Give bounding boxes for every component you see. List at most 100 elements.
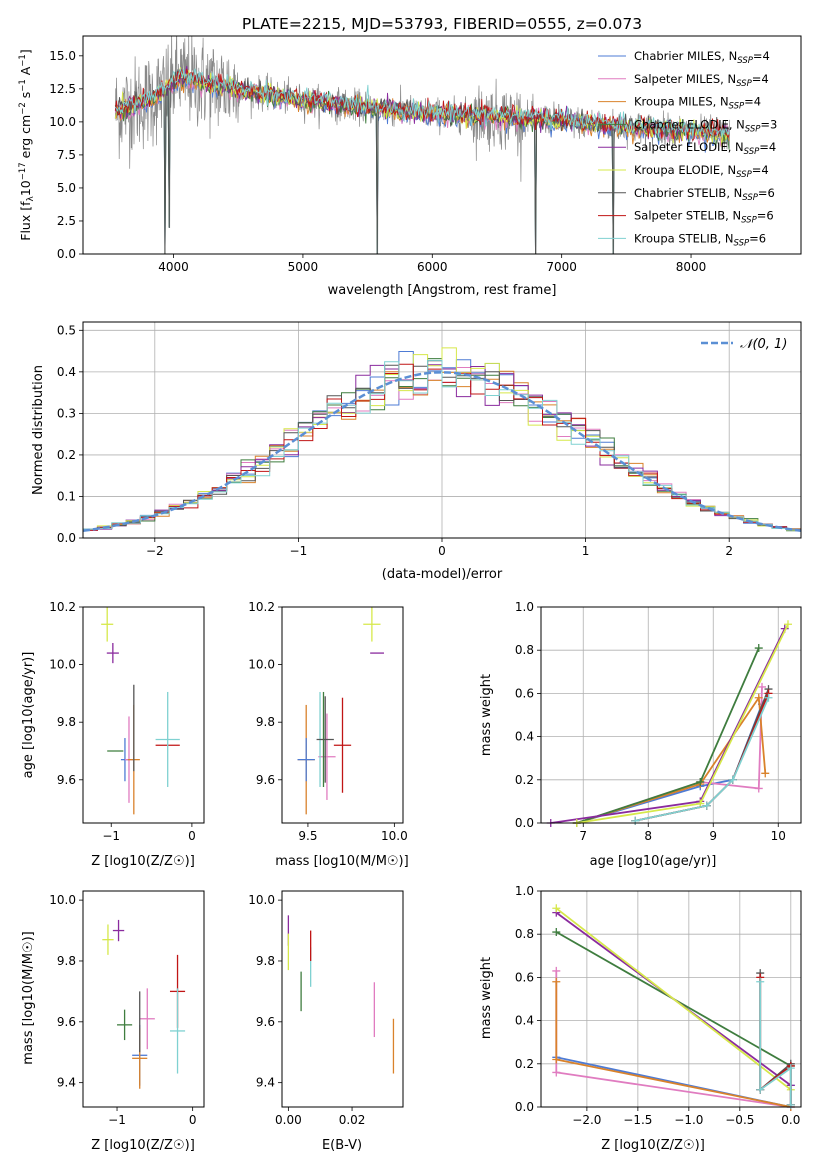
x-tick-label: 10 [771,829,786,843]
y-tick-label: 0.0 [57,531,76,545]
p3-ylabel: age [log10(age/yr)] [21,652,36,779]
series-marker [754,644,763,653]
series-marker [784,620,792,629]
y-tick-label: 0.3 [57,406,76,420]
series-marker [552,904,561,913]
y-tick-label: 12.5 [49,82,76,96]
y-tick-label: 5.0 [57,181,76,195]
y-tick-label: 10.2 [49,600,76,614]
legend-entry: Kroupa STELIB, NSSP=6 [634,231,766,248]
spectrum-xlabel: wavelength [Angstrom, rest frame] [328,283,557,298]
x-tick-label: −1 [108,1113,126,1127]
age-vs-mass-panel: 9.5 10.0 9.6 9.8 10.0 10.2 [248,600,407,843]
p6-ylabel: mass [log10(M/M☉)] [21,931,36,1064]
x-tick-label: −1 [102,829,120,843]
x-tick-label: 7 [579,829,587,843]
p8-ylabel: mass weight [479,957,494,1039]
series-marker [786,1064,795,1073]
y-tick-label: 0.4 [515,1014,534,1028]
x-tick-label: 0.00 [275,1113,302,1127]
x-tick-label: 8000 [676,260,707,274]
axes-frame [82,606,205,824]
p4-xlabel: mass [log10(M/M☉)] [275,854,408,869]
y-tick-label: 0.5 [57,323,76,337]
legend-entry: Chabrier ELODIE, NSSP=3 [634,117,777,134]
x-tick-label: 0 [189,1113,197,1127]
gaussian-curve [83,371,801,532]
y-tick-label: 9.8 [57,715,76,729]
series-marker [756,1085,765,1094]
y-tick-label: 9.6 [256,1015,275,1029]
residual-panel: −2 −1 0 1 2 0.0 0.1 0.2 0.3 0.4 0.5 (data-model)/e… [31,321,802,582]
y-tick-label: 0.4 [57,365,76,379]
x-tick-label: 5000 [288,260,319,274]
y-tick-label: 7.5 [57,148,76,162]
y-tick-label: 0.0 [515,1100,534,1114]
axes-frame [540,606,802,824]
y-tick-label: 9.6 [57,1015,76,1029]
y-tick-label: 0.2 [57,448,76,462]
series-line [555,907,792,1091]
series-line [555,970,791,1107]
y-tick-label: 9.8 [57,954,76,968]
histogram-step [83,359,801,531]
y-tick-label: 9.6 [57,773,76,787]
y-tick-label: 0.2 [515,1057,534,1071]
legend-entry: Salpeter MILES, NSSP=4 [634,72,769,89]
mass-weight-vs-z-panel: −2.0 −1.5 −1.0 −0.5 0.0 0.0 0.2 0.4 0.6 0.8 1.0 [515,884,802,1127]
series-marker [761,769,770,778]
x-tick-label: 1 [582,544,590,558]
series-marker [631,816,640,825]
p8-xlabel: Z [log10(Z/Z☉)] [601,1138,705,1153]
y-tick-label: 0.8 [515,927,534,941]
x-tick-label: −1.0 [674,1113,703,1127]
spectrum-frame [82,35,802,255]
mass-weight-vs-age-panel: 7 8 9 10 0.0 0.2 0.4 0.6 0.8 1.0 [515,600,802,843]
residual-frame [82,321,802,539]
series-line [759,981,792,1105]
x-tick-label: 0.02 [339,1113,366,1127]
x-tick-label: −0.5 [725,1113,754,1127]
x-tick-label: −2.0 [572,1113,601,1127]
x-tick-label: 2 [725,544,733,558]
legend-entry: Kroupa ELODIE, NSSP=4 [634,163,769,180]
x-tick-label: 4000 [158,260,189,274]
y-tick-label: 9.4 [256,1076,275,1090]
y-tick-label: 9.6 [256,773,275,787]
y-tick-label: 10.0 [248,658,275,672]
series-line [576,686,763,823]
residual-xlabel: (data-model)/error [382,567,503,582]
y-tick-label: 0.1 [57,489,76,503]
x-tick-label: −1.5 [623,1113,652,1127]
y-tick-label: 1.0 [515,600,534,614]
x-tick-label: 9.5 [298,829,317,843]
axes-frame [281,890,404,1108]
y-tick-label: 10.0 [49,115,76,129]
p7-xlabel: E(B-V) [322,1138,362,1153]
y-tick-label: 9.8 [256,715,275,729]
x-tick-label: 10.0 [381,829,408,843]
axes-frame [540,890,802,1108]
y-tick-label: 0.0 [57,247,76,261]
y-tick-label: 2.5 [57,214,76,228]
y-tick-label: 0.4 [515,730,534,744]
x-tick-label: 8 [644,829,652,843]
y-tick-label: 10.0 [49,893,76,907]
spectrum-title: PLATE=2215, MJD=53793, FIBERID=0555, z=0… [242,15,642,33]
y-tick-label: 10.0 [248,893,275,907]
p6-xlabel: Z [log10(Z/Z☉)] [91,1138,195,1153]
series-marker [758,682,766,691]
y-tick-label: 15.0 [49,49,76,63]
p5-xlabel: age [log10(age/yr)] [590,854,717,869]
series-marker [754,693,763,702]
spectrum-legend: Chabrier MILES, NSSP=4 Salpeter MILES, NS… [598,49,777,248]
y-tick-label: 10.2 [248,600,275,614]
series-line [635,697,770,822]
y-tick-label: 1.0 [515,884,534,898]
y-tick-label: 9.8 [256,954,275,968]
series-line [576,695,767,823]
series-marker [552,1055,561,1064]
series-marker [552,977,561,986]
series-marker [702,801,711,810]
y-tick-label: 0.6 [515,686,534,700]
